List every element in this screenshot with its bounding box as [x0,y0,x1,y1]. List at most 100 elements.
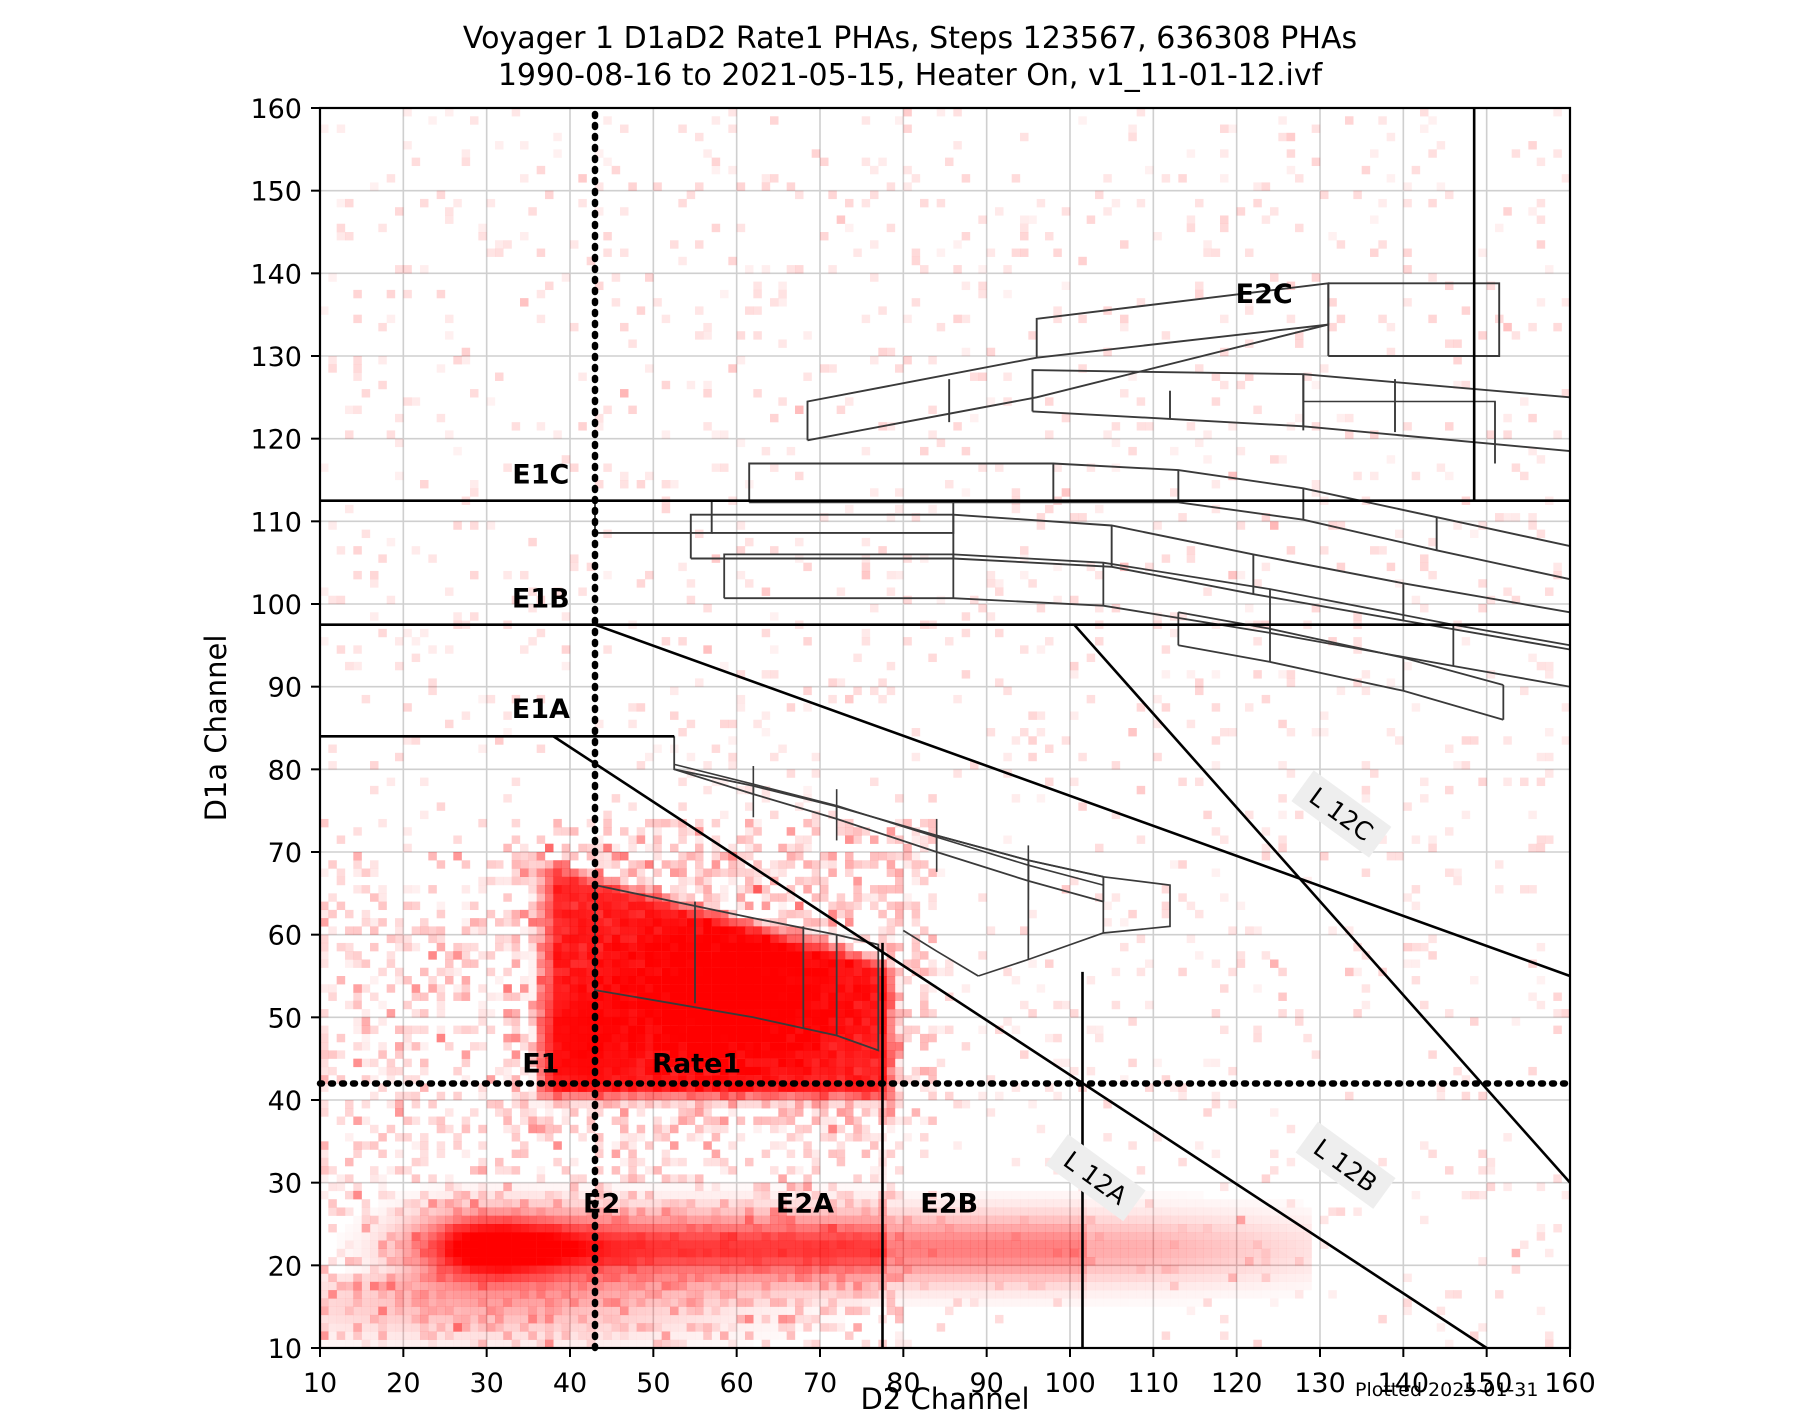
heatmap-cell [595,852,604,861]
heatmap-cell [386,1257,396,1266]
heatmap-cell [461,1240,471,1249]
heatmap-cell [336,976,346,985]
heatmap-cell [320,1306,329,1316]
heatmap-cell [545,1298,554,1307]
heatmap-cell [403,885,412,894]
heatmap-cell [553,430,562,439]
heatmap-cell [653,1124,662,1134]
heatmap-cell [653,1323,662,1332]
heatmap-cell [1286,1199,1296,1208]
heatmap-cell [1020,1240,1029,1249]
heatmap-cell [1128,1232,1137,1241]
heatmap-cell [636,1281,646,1291]
heatmap-cell [1028,215,1037,224]
heatmap-cell [578,1215,587,1225]
heatmap-cell [411,1009,421,1018]
heatmap-cell [620,248,629,257]
heatmap-cell [1128,1215,1137,1225]
heatmap-cell [870,852,879,861]
heatmap-cell [561,843,571,853]
heatmap-cell [1336,562,1346,572]
heatmap-cell [470,1207,479,1215]
heatmap-cell [353,951,362,960]
heatmap-cell [895,942,904,952]
heatmap-cell [345,1273,354,1283]
heatmap-cell [1120,1257,1129,1266]
heatmap-cell [911,513,921,522]
heatmap-cell [336,645,346,654]
heatmap-cell [578,1248,587,1258]
chart-title: Voyager 1 D1aD2 Rate1 PHAs, Steps 123567… [463,21,1357,56]
heatmap-cell [811,1116,821,1125]
heatmap-cell [403,1000,412,1010]
heatmap-cell [695,1248,704,1258]
heatmap-cell [361,389,371,398]
heatmap-cell [536,1240,546,1249]
heatmap-cell [836,1190,846,1200]
heatmap-cell [920,1257,929,1266]
heatmap-cell [370,1215,379,1225]
heatmap-cell [520,1199,529,1208]
heatmap-cell [345,1190,354,1200]
heatmap-cell [536,694,546,704]
heatmap-cell [861,198,871,208]
heatmap-cell [461,885,471,894]
heatmap-cell [453,1215,462,1225]
heatmap-cell [778,1141,787,1150]
heatmap-cell [711,1298,721,1307]
heatmap-cell [903,1199,912,1208]
heatmap-cell [1553,322,1562,332]
gridlines [320,108,1570,1348]
heatmap-cell [1220,1199,1229,1207]
heatmap-cell [828,868,837,877]
heatmap-cell [995,1240,1004,1249]
heatmap-cell [745,1157,754,1167]
heatmap-cell [1120,1281,1129,1291]
heatmap-cell [1028,331,1037,340]
heatmap-cell [453,1273,462,1283]
heatmap-cell [936,868,946,877]
heatmap-cell [445,1224,454,1233]
heatmap-cell [828,1224,837,1233]
heatmap-cell [353,661,362,671]
heatmap-cell [470,959,479,968]
heatmap-cell [395,1108,404,1117]
heatmap-cell [928,1199,937,1208]
heatmap-cell [1445,1009,1454,1018]
heatmap-cell [536,951,546,960]
heatmap-cell [611,852,621,861]
heatmap-cell [470,1207,479,1216]
heatmap-cell [353,405,362,415]
heatmap-cell [1220,1281,1229,1291]
heatmap-cell [528,1116,537,1125]
heatmap-cell [445,976,454,985]
heatmap-cell [1045,232,1054,241]
heatmap-cell [1128,1257,1137,1266]
heatmap-cell [361,1199,371,1208]
heatmap-cell [753,1215,762,1225]
heatmap-cell [1420,1215,1429,1225]
heatmap-cell [1178,1257,1187,1266]
heatmap-cell [1311,480,1321,489]
heatmap-cell [1087,1298,1096,1306]
heatmap-cell [1228,1265,1237,1274]
heatmap-cell [1353,678,1362,687]
heatmap-cell [1061,1190,1071,1200]
heatmap-cell [478,951,487,960]
heatmap-cell [453,1091,462,1101]
heatmap-cell [720,852,729,861]
heatmap-cell [795,1124,804,1134]
heatmap-cell [495,1240,504,1249]
heatmap-cell [886,1273,896,1283]
heatmap-cell [803,1199,812,1208]
heatmap-cell [986,1207,996,1216]
heatmap-cell [678,860,687,869]
heatmap-cell [411,1075,421,1084]
heatmap-cell [695,306,704,315]
heatmap-cell [1161,1290,1171,1299]
heatmap-cell [528,934,537,944]
heatmap-cell [620,852,629,861]
heatmap-cell [1553,562,1562,572]
heatmap-cell [728,124,737,133]
heatmap-cell [811,893,821,902]
